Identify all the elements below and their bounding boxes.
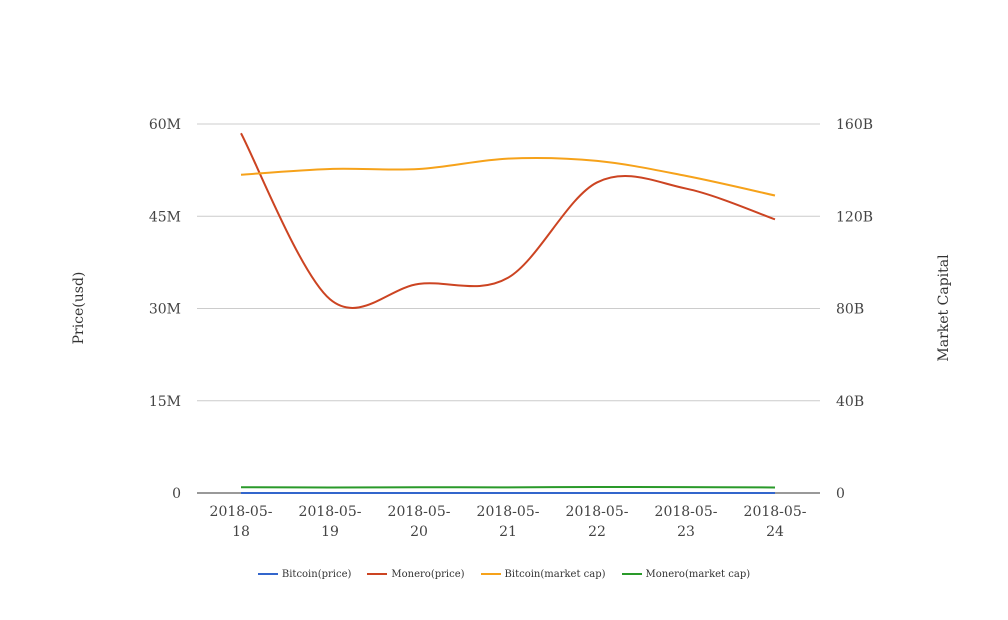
legend-swatch	[367, 573, 387, 575]
legend-swatch	[258, 573, 278, 575]
legend-swatch	[481, 573, 501, 575]
legend-item[interactable]: Bitcoin(market cap)	[481, 566, 606, 582]
x-tick-label: 2018-05-24	[744, 504, 807, 540]
axes: 0 0 15M 40B 30M 80B 45M 120B 60M 160B 2018-05-18 20…	[149, 117, 873, 540]
x-tick-label: 2018-05-20	[388, 504, 451, 540]
x-tick-label: 2018-05-23	[655, 504, 718, 540]
legend-item[interactable]: Bitcoin(price)	[258, 566, 352, 582]
x-tick-label: 2018-05-21	[477, 504, 540, 540]
legend-swatch	[622, 573, 642, 575]
series-lines	[241, 133, 775, 493]
y-left-tick-label: 15M	[149, 394, 181, 410]
y-right-tick-label: 40B	[836, 394, 864, 410]
y-right-tick-label: 0	[836, 486, 845, 502]
y-right-tick-label: 160B	[836, 117, 873, 133]
y-axis-left-title: Price(usd)	[71, 272, 87, 345]
y-right-tick-label: 120B	[836, 209, 873, 225]
y-axis-right-title: Market Capital	[936, 254, 952, 361]
x-tick-label: 2018-05-19	[299, 504, 362, 540]
x-tick-label: 2018-05-18	[210, 504, 273, 540]
legend-label: Monero(price)	[391, 569, 464, 580]
y-left-tick-label: 45M	[149, 209, 181, 225]
gridlines	[197, 124, 820, 401]
legend-item[interactable]: Monero(market cap)	[622, 566, 751, 582]
legend: Bitcoin(price) Monero(price) Bitcoin(marke…	[0, 566, 1008, 582]
x-tick-label: 2018-05-22	[566, 504, 629, 540]
legend-label: Bitcoin(market cap)	[505, 569, 606, 580]
legend-item[interactable]: Monero(price)	[367, 566, 464, 582]
y-left-tick-label: 30M	[149, 302, 181, 318]
legend-label: Monero(market cap)	[646, 569, 751, 580]
legend-label: Bitcoin(price)	[282, 569, 352, 580]
y-left-tick-label: 60M	[149, 117, 181, 133]
y-left-tick-label: 0	[172, 486, 181, 502]
y-right-tick-label: 80B	[836, 302, 864, 318]
